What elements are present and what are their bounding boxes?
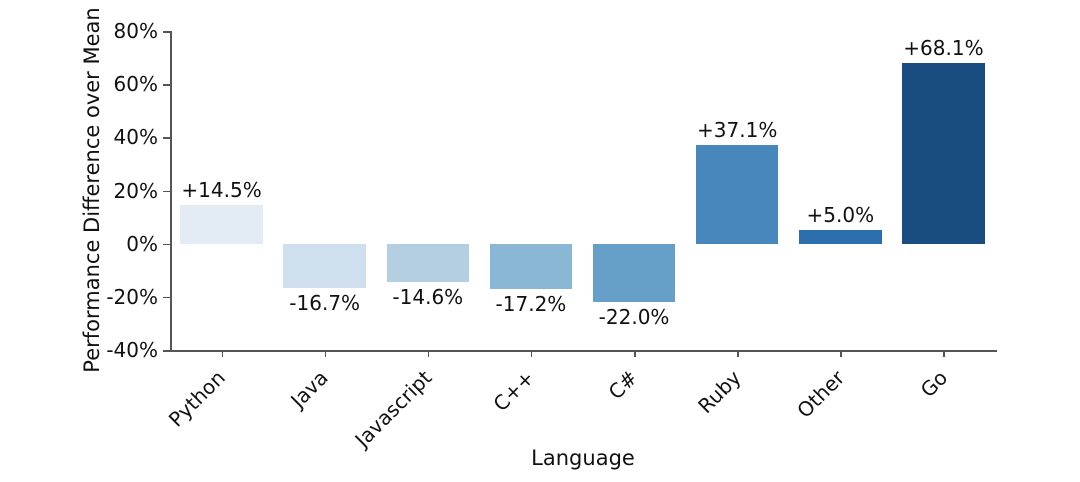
x-tick-mark <box>530 350 533 357</box>
bar-python <box>180 205 263 244</box>
y-tick-mark <box>163 137 170 139</box>
bar-ruby <box>695 145 779 244</box>
bar-java <box>283 243 366 289</box>
x-axis-title: Language <box>531 446 635 470</box>
x-tick-label-javascript: Javascript <box>350 365 437 452</box>
x-tick-mark <box>427 350 430 357</box>
bar-go <box>902 62 985 244</box>
x-tick-mark <box>634 350 636 357</box>
y-tick-label: 40% <box>113 125 158 150</box>
x-tick-label-other: Other <box>791 365 849 423</box>
bar-value-label-csharp: -22.0% <box>598 305 670 330</box>
bar-cplusplus <box>489 243 573 290</box>
x-tick-label-go: Go <box>915 365 952 403</box>
x-axis-spine <box>170 350 997 352</box>
bar-value-label-cplusplus: -17.2% <box>495 292 567 317</box>
bar-value-label-javascript: -14.6% <box>392 285 464 310</box>
bar-other <box>799 230 882 244</box>
bar-csharp <box>592 243 676 303</box>
bar-value-label-ruby: +37.1% <box>697 118 778 143</box>
y-tick-label: -20% <box>106 284 158 309</box>
x-tick-mark <box>943 350 945 357</box>
x-tick-label-cplusplus: C++ <box>488 365 540 417</box>
bar-value-label-java: -16.7% <box>289 291 361 316</box>
y-tick-label: 60% <box>113 72 158 97</box>
bar-value-label-go: +68.1% <box>903 35 984 60</box>
y-tick-mark <box>163 350 170 352</box>
x-tick-label-csharp: C# <box>603 365 643 405</box>
x-tick-label-python: Python <box>164 365 231 432</box>
bar-javascript <box>386 243 470 283</box>
x-tick-label-ruby: Ruby <box>693 365 746 418</box>
y-tick-mark <box>163 243 170 246</box>
y-tick-mark <box>163 296 170 299</box>
y-tick-label: 20% <box>113 178 158 203</box>
x-tick-mark <box>737 350 739 357</box>
y-tick-label: 0% <box>126 231 158 256</box>
bar-value-label-python: +14.5% <box>181 178 262 203</box>
x-tick-label-java: Java <box>286 365 334 413</box>
y-tick-mark <box>163 190 170 192</box>
bar-value-label-other: +5.0% <box>806 203 875 228</box>
x-tick-mark <box>221 350 224 357</box>
y-tick-label: 80% <box>113 19 158 43</box>
x-tick-mark <box>840 350 842 357</box>
y-tick-label: -40% <box>106 338 158 362</box>
y-tick-mark <box>163 84 170 86</box>
y-tick-mark <box>163 31 170 33</box>
y-axis-spine <box>170 31 172 350</box>
x-tick-mark <box>324 350 327 357</box>
